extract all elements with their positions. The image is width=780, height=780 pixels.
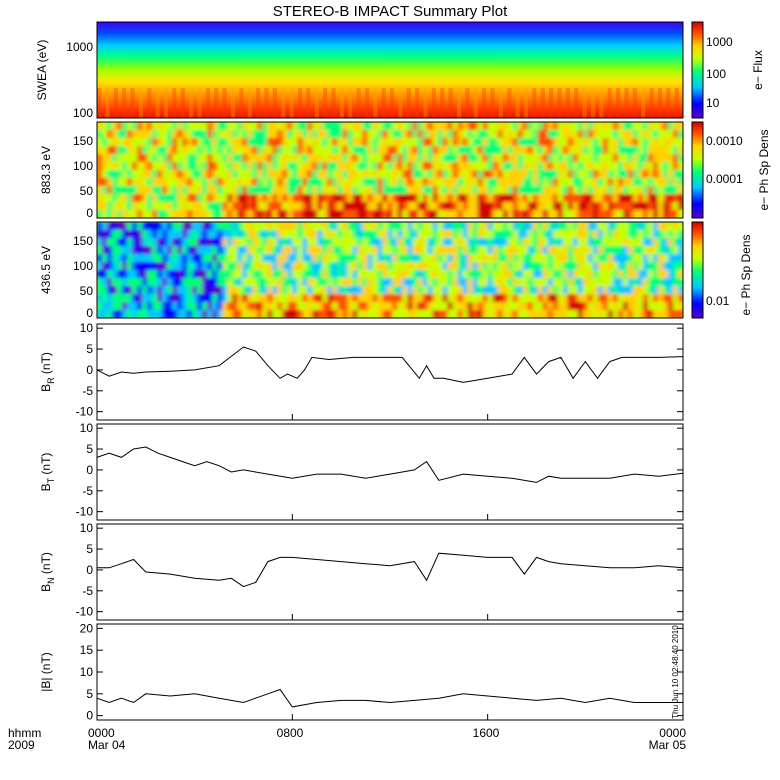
bmag-ytick-label: 20 xyxy=(80,621,94,635)
bn-ytick-label: 0 xyxy=(86,563,93,577)
pad2-ytick-0: 0 xyxy=(86,306,93,320)
bn-ytick-label: 5 xyxy=(86,542,93,556)
bt-ylabel: BT (nT) xyxy=(39,453,56,492)
bt-ytick-label: -10 xyxy=(76,505,94,519)
pad2-yticks: 150 100 50 0 xyxy=(73,234,93,320)
br-ytick-label: 5 xyxy=(86,342,93,356)
time-tick-0000-end: 0000 xyxy=(659,726,686,740)
pad2-ytick-100: 100 xyxy=(73,259,93,273)
br-series-line xyxy=(96,346,684,383)
magnetic-field-panels: 10 5 0 -5 -10 BR (nT) 10 5 0 -5 -10 BT (nT) 10 5 0 -5 -1… xyxy=(39,321,684,723)
cbar1-tick-1000: 1000 xyxy=(706,35,733,49)
cbar2-tick-0010: 0.0010 xyxy=(706,134,743,148)
swea-ylabel: SWEA (eV) xyxy=(35,40,49,101)
bmag-ytick-label: 15 xyxy=(80,643,94,657)
cbar3-label: e− Ph Sp Dens xyxy=(739,234,753,315)
bn-frame xyxy=(96,523,684,621)
bmag-ylabel: |B| (nT) xyxy=(39,652,53,692)
bn-ytick-label: -5 xyxy=(82,584,93,598)
cbar1-label: e− Flux xyxy=(751,50,765,90)
pad1-ytick-100: 100 xyxy=(73,159,93,173)
pad2-ytick-150: 150 xyxy=(73,234,93,248)
time-tick-1600: 1600 xyxy=(473,726,500,740)
bn-ytick-label: -10 xyxy=(76,605,94,619)
cbar1-tick-100: 100 xyxy=(706,67,726,81)
swea-ytick-100: 100 xyxy=(73,106,93,120)
swea-ytick-1000: 1000 xyxy=(66,40,93,54)
bmag-ytick-label: 0 xyxy=(86,709,93,723)
pad1-yticks: 150 100 50 0 xyxy=(73,134,93,220)
bmag-frame xyxy=(96,623,684,721)
cbar1-tick-10: 10 xyxy=(706,96,720,110)
br-panel: 10 5 0 -5 -10 BR (nT) xyxy=(39,321,684,421)
bn-ytick-label: 10 xyxy=(80,521,94,535)
date-mar05: Mar 05 xyxy=(649,738,687,752)
cbar3-tick-001: 0.01 xyxy=(706,294,730,308)
br-frame xyxy=(96,323,684,421)
bt-ytick-label: -5 xyxy=(82,484,93,498)
pad-883-panel xyxy=(96,121,684,219)
bmag-ytick-label: 10 xyxy=(80,665,94,679)
bt-ytick-label: 0 xyxy=(86,463,93,477)
colorbar-883 xyxy=(691,121,704,219)
br-ytick-label: -10 xyxy=(76,405,94,419)
colorbar-436 xyxy=(691,221,704,319)
br-ytick-label: 0 xyxy=(86,363,93,377)
time-tick-0800: 0800 xyxy=(277,726,304,740)
cbar2-tick-0001: 0.0001 xyxy=(706,172,743,186)
br-ytick-label: 10 xyxy=(80,321,94,335)
br-ylabel: BR (nT) xyxy=(39,352,56,392)
pad-436-panel xyxy=(96,221,684,319)
pad-883-spectrogram xyxy=(97,122,683,218)
pad2-ytick-50: 50 xyxy=(80,284,94,298)
swea-texture xyxy=(97,88,679,118)
bmag-series-line xyxy=(96,688,683,708)
pad2-ylabel: 436.5 eV xyxy=(39,246,53,294)
time-tick-0000: 0000 xyxy=(88,726,115,740)
bmag-panel: 20 15 10 5 0 |B| (nT) xyxy=(39,621,684,723)
plot-title: STEREO-B IMPACT Summary Plot xyxy=(273,3,508,20)
pad1-ytick-50: 50 xyxy=(80,184,94,198)
time-axis-hhmm: hhmm xyxy=(8,726,41,740)
bt-series-line xyxy=(96,446,684,483)
date-mar04: Mar 04 xyxy=(88,738,126,752)
cbar2-label: e− Ph Sp Dens xyxy=(757,129,771,210)
bt-ytick-label: 5 xyxy=(86,442,93,456)
bn-panel: 10 5 0 -5 -10 BN (nT) xyxy=(39,521,684,621)
swea-spectrogram xyxy=(97,22,683,118)
bn-series-line xyxy=(97,552,684,588)
colorbar-flux xyxy=(691,21,704,119)
bn-ylabel: BN (nT) xyxy=(39,552,56,592)
bt-panel: 10 5 0 -5 -10 BT (nT) xyxy=(39,421,684,521)
bmag-ytick-label: 5 xyxy=(86,687,93,701)
generation-timestamp: Thu Jun 10 02:48:40 2010 xyxy=(671,625,680,719)
br-ytick-label: -5 xyxy=(82,384,93,398)
pad1-ytick-0: 0 xyxy=(86,206,93,220)
swea-panel xyxy=(96,21,684,119)
time-axis-year: 2009 xyxy=(8,738,35,752)
bt-frame xyxy=(96,423,684,521)
pad1-ytick-150: 150 xyxy=(73,134,93,148)
pad-436-spectrogram xyxy=(97,222,683,318)
bt-ytick-label: 10 xyxy=(80,421,94,435)
pad1-ylabel: 883.3 eV xyxy=(39,146,53,194)
